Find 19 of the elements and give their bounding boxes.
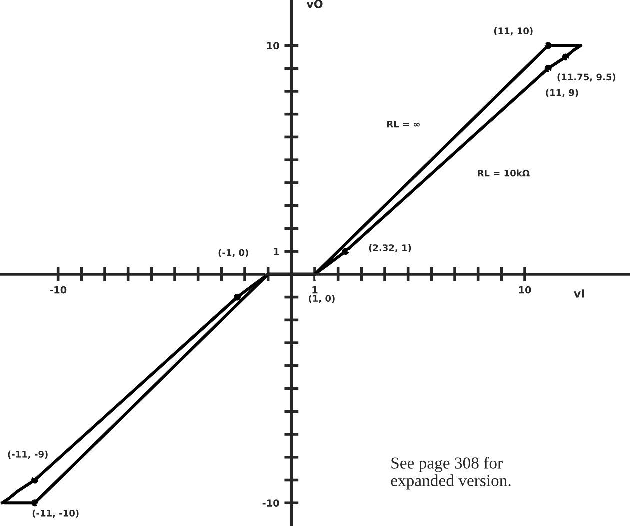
annotation: (-11, -10) — [32, 510, 79, 518]
annotation: (11, 9) — [546, 89, 578, 98]
annotation: RL = ∞ — [388, 121, 420, 128]
annotation: (-1, 0) — [218, 249, 248, 258]
annotation: (-11, -9) — [8, 450, 48, 460]
y-axis-title: vO — [306, 0, 323, 8]
annotation: (11, 10) — [494, 27, 533, 36]
y-tick-label: 10 — [267, 42, 280, 50]
y-tick-label: 1 — [274, 248, 280, 256]
y-tick-label: -10 — [262, 500, 280, 507]
annotation: (11.75, 9.5) — [558, 74, 616, 82]
annotation: RL = 10kΩ — [478, 170, 530, 177]
x-tick-label: -10 — [50, 286, 67, 294]
annotation: (2.32, 1) — [369, 244, 412, 253]
x-axis-title: vI — [574, 290, 584, 298]
annotation: See page 308 for expanded version. — [391, 457, 511, 490]
x-tick-label: 1 — [312, 286, 318, 294]
x-tick-label: 10 — [519, 286, 532, 294]
annotation: (1, 0) — [309, 295, 335, 304]
